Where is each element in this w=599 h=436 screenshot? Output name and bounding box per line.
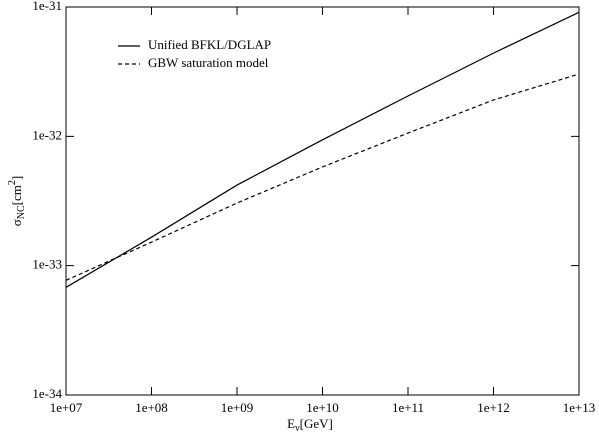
y-tick-label: 1e-32: [32, 127, 62, 142]
y-axis-label: σNC[cm2]: [7, 176, 27, 226]
y-label-main: σ: [9, 219, 24, 226]
x-tick-label: 1e+10: [306, 400, 339, 415]
x-label-unit: [GeV]: [300, 416, 333, 431]
x-label-sub: ν: [295, 423, 300, 434]
y-tick-label: 1e-31: [32, 0, 62, 13]
y-tick-label: 1e-33: [32, 257, 62, 272]
y-label-unit: [cm: [9, 185, 24, 205]
x-tick-label: 1e+08: [135, 400, 168, 415]
x-tick-label: 1e+11: [392, 400, 424, 415]
y-tick-label: 1e-34: [32, 386, 62, 401]
x-tick-label: 1e+07: [50, 400, 83, 415]
series-line: [65, 11, 580, 288]
legend-label: Unified BFKL/DGLAP: [148, 37, 271, 52]
legend: [108, 33, 308, 75]
x-label-main: E: [287, 416, 295, 431]
x-axis-label: Eν[GeV]: [287, 416, 333, 434]
legend-label: GBW saturation model: [148, 55, 269, 70]
x-tick-label: 1e+13: [563, 400, 596, 415]
x-tick-label: 1e+09: [221, 400, 254, 415]
x-tick-label: 1e+12: [477, 400, 510, 415]
y-label-sub: NC: [16, 205, 27, 219]
series-line: [65, 73, 580, 281]
y-label-sup: 2: [7, 180, 18, 185]
y-label-end: ]: [9, 176, 24, 180]
